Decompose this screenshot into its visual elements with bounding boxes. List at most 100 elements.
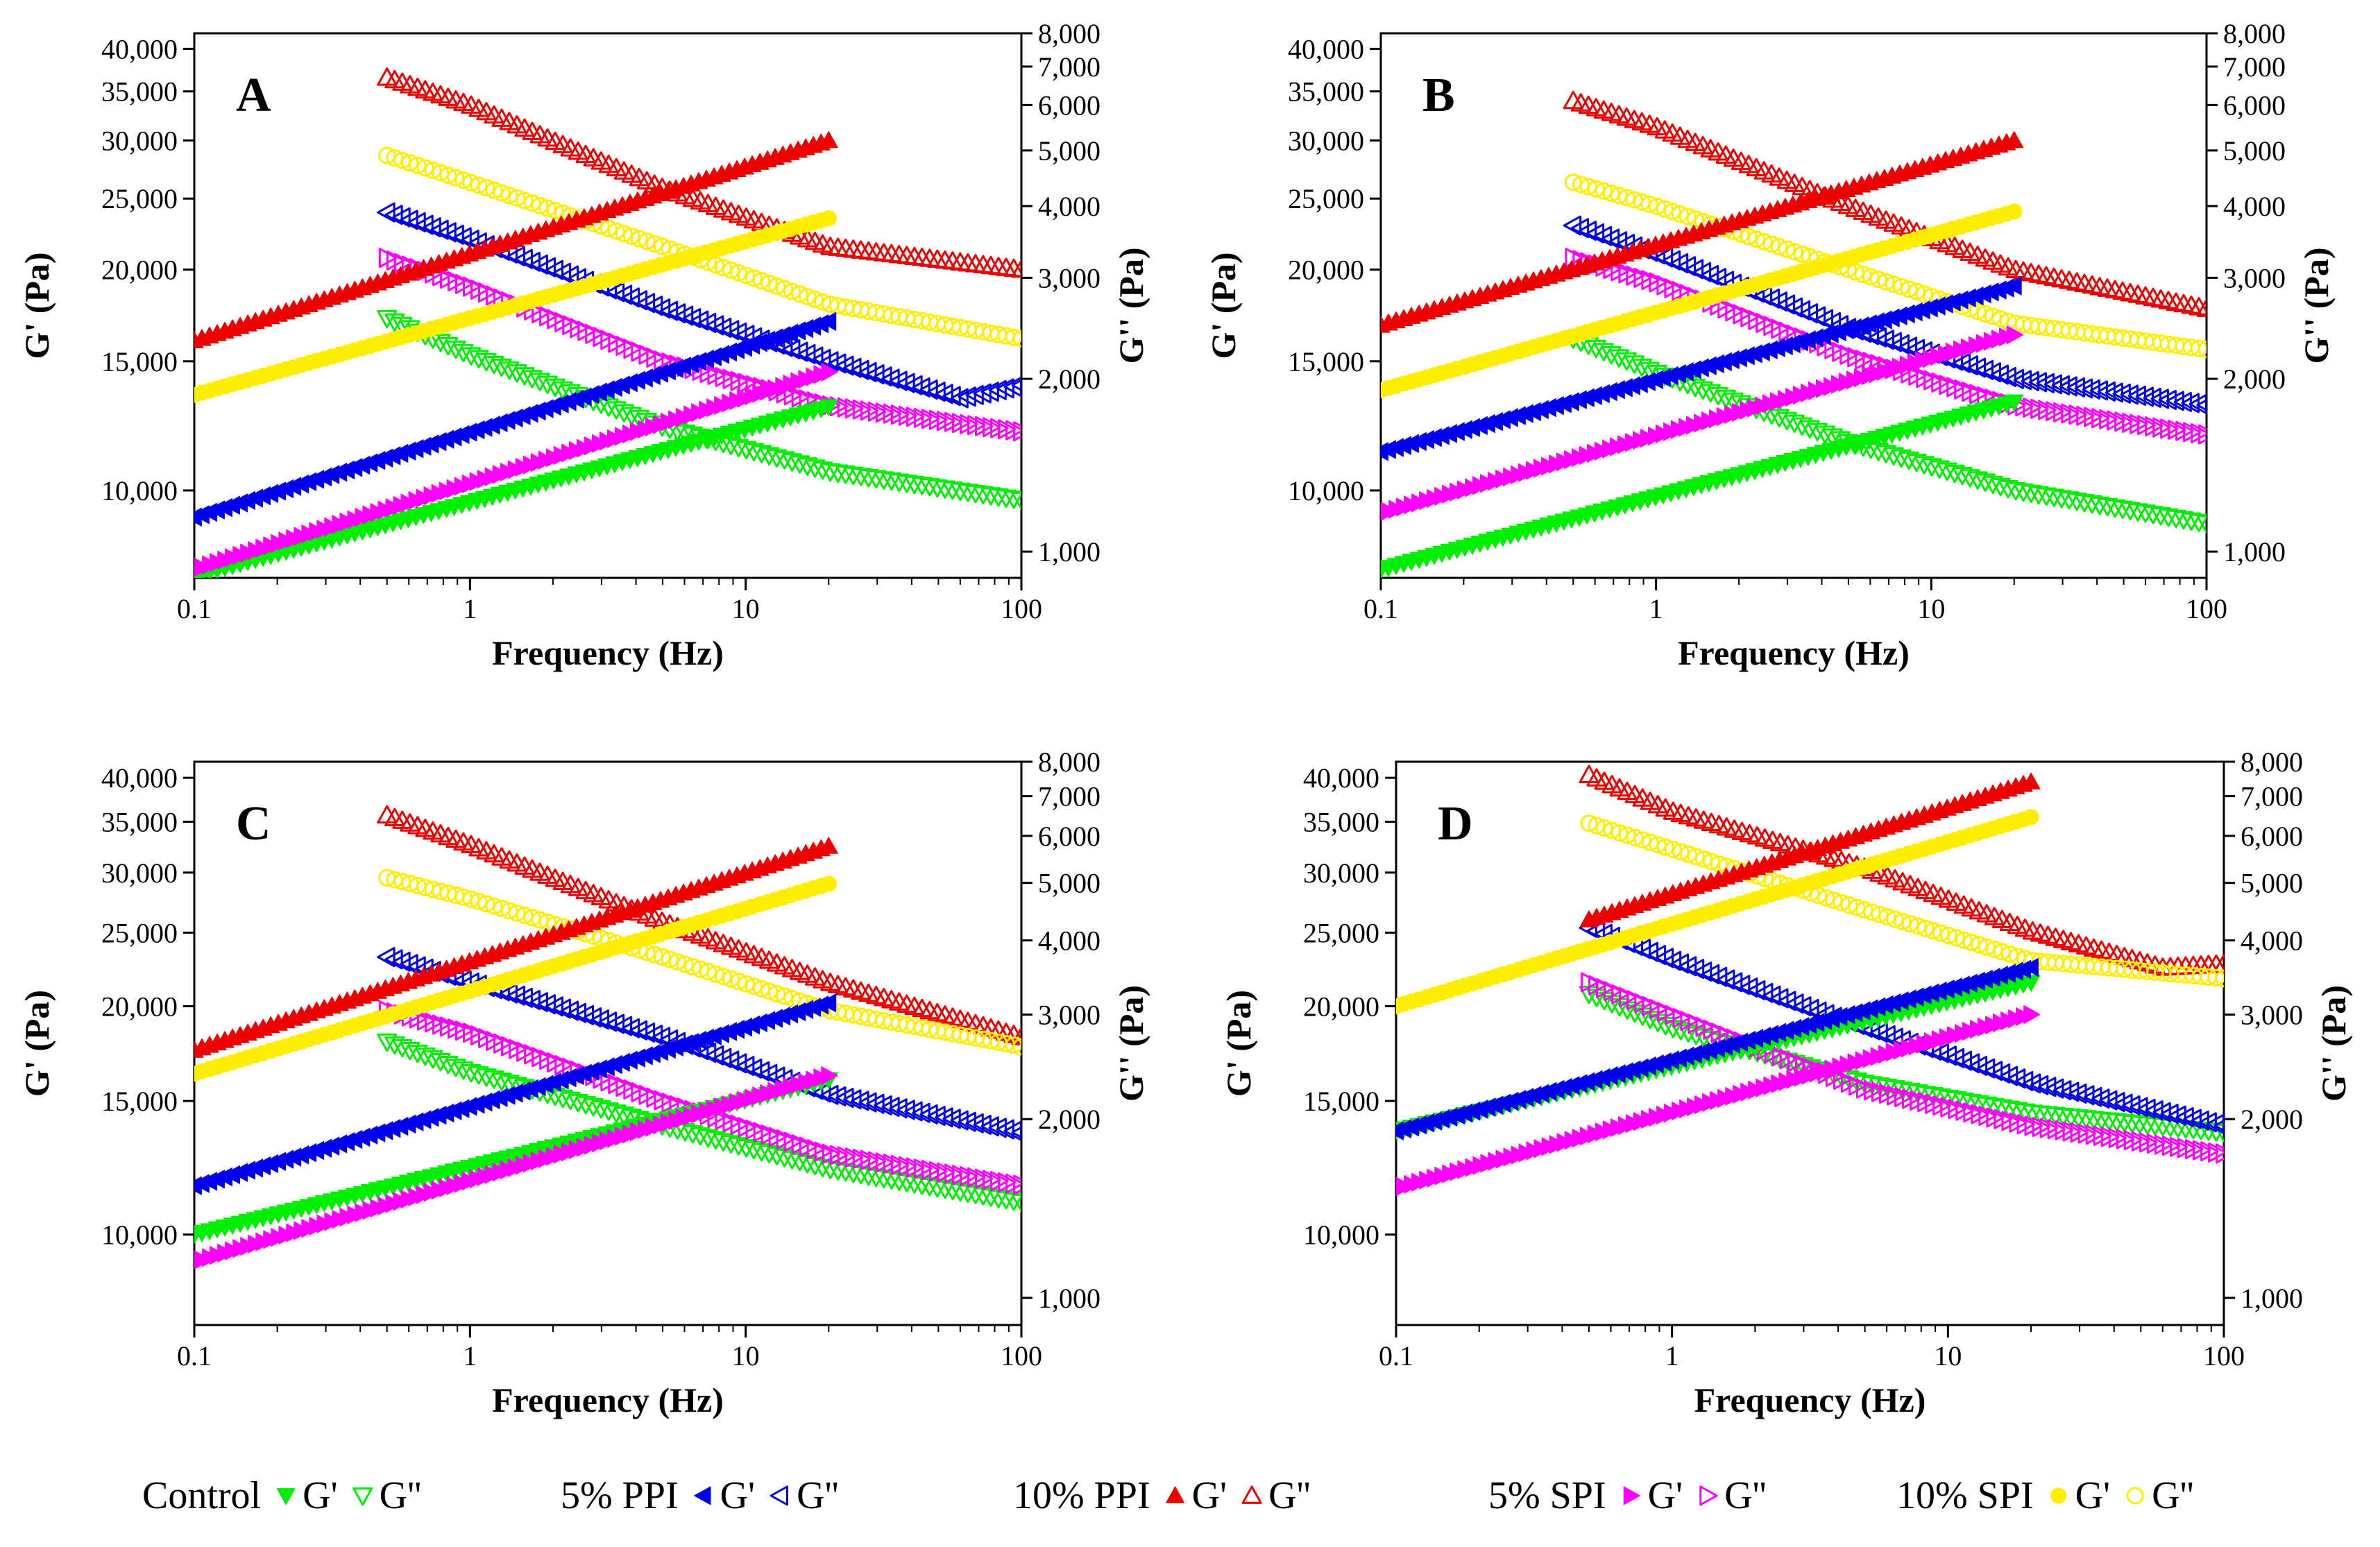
data-point: [1946, 1048, 1965, 1068]
data-point: [629, 409, 649, 429]
series-ppi5-g-double-prime: [377, 202, 1021, 409]
series-ppi5-g-prime: [194, 311, 837, 527]
data-point: [1563, 215, 1582, 236]
data-point: [2021, 975, 2041, 992]
data-point: [1976, 305, 1994, 323]
data-point: [652, 1027, 671, 1048]
data-point: [2013, 370, 2032, 391]
data-point: [927, 382, 946, 402]
data-point: [736, 1138, 756, 1158]
data-point: [516, 191, 534, 210]
data-point: [1740, 228, 1758, 246]
data-point: [1579, 178, 1597, 196]
y-right-tick-label: 3,000: [2223, 262, 2286, 293]
legend-series-name: 5% SPI: [1488, 1474, 1606, 1517]
data-point: [377, 947, 396, 968]
data-point: [606, 401, 627, 420]
series-ppi10-g-double-prime: [377, 805, 1021, 1045]
x-axis-title: Frequency (Hz): [1678, 633, 1910, 672]
data-point: [545, 1087, 566, 1106]
data-point: [1663, 203, 1681, 221]
data-point: [752, 272, 771, 290]
data-point: [1878, 908, 1896, 926]
data-point: [1961, 1053, 1980, 1074]
series-ppi10-g-double-prime: [1579, 764, 2224, 976]
data-point: [445, 340, 466, 359]
data-point: [529, 373, 550, 391]
data-point: [630, 230, 648, 248]
data-point: [973, 383, 992, 404]
data-point: [508, 189, 526, 207]
data-point: [1792, 417, 1812, 436]
data-point: [2213, 1119, 2224, 1132]
data-point: [799, 288, 817, 306]
data-point: [2181, 512, 2202, 531]
data-point: [843, 466, 864, 486]
y-right-tick-label: 3,000: [1038, 262, 1100, 293]
data-point: [889, 473, 910, 493]
data-point: [2059, 491, 2080, 510]
data-point: [1776, 294, 1796, 315]
data-point: [1656, 838, 1674, 856]
data-point: [828, 1086, 847, 1106]
y-left-tick-label: 15,000: [1288, 346, 1364, 377]
data-point: [1932, 924, 1950, 942]
y-left-tick-label: 30,000: [1303, 857, 1379, 889]
data-point: [1792, 300, 1811, 320]
data-point: [2074, 378, 2093, 399]
data-point: [743, 1140, 764, 1160]
data-point: [598, 398, 619, 417]
data-point: [1953, 1050, 1973, 1071]
data-point: [590, 1009, 610, 1030]
data-point: [697, 1129, 718, 1148]
data-point: [453, 970, 472, 991]
data-point: [484, 355, 504, 375]
data-point: [691, 960, 709, 978]
legend-item-ppi5: 5% PPI G' G'': [561, 1474, 839, 1517]
data-point: [912, 477, 933, 495]
data-point: [1962, 933, 1980, 952]
data-point: [1640, 195, 1658, 213]
data-point: [728, 438, 749, 458]
y-left-axis-title: G' (Pa): [1219, 990, 1258, 1097]
data-point: [1647, 945, 1667, 966]
data-point: [2107, 1092, 2125, 1113]
data-point: [538, 913, 556, 931]
data-point: [950, 482, 971, 502]
data-point: [2006, 325, 2024, 345]
data-point: [858, 1092, 877, 1113]
data-point: [407, 1044, 428, 1063]
data-point: [1702, 853, 1720, 871]
panel-label: B: [1422, 69, 1455, 122]
chart-panel-a: 0.1 1 10 100 10,000 15,000 20,000 25,000 30,000 3…: [17, 18, 1150, 672]
data-point: [729, 973, 747, 991]
legend-g-prime-label: G': [1648, 1474, 1683, 1517]
data-point: [1005, 1036, 1021, 1054]
series-spi10-g-prime: [1381, 203, 2023, 398]
data-point: [889, 1098, 908, 1119]
data-point: [1961, 1093, 1982, 1113]
data-point: [1883, 332, 1903, 352]
data-point: [1921, 458, 1942, 477]
data-point: [2036, 373, 2055, 393]
data-point: [430, 219, 449, 240]
data-point: [775, 280, 794, 298]
legend: Control G' G'' 5% PPI G' G'' 10% PPI G' G'' 5% SP…: [142, 1474, 2194, 1517]
data-point: [774, 336, 793, 357]
data-point: [1616, 352, 1637, 371]
data-point: [454, 171, 473, 189]
data-point: [2213, 954, 2224, 973]
data-point: [1860, 325, 1880, 345]
data-point: [2074, 494, 2095, 513]
data-point: [470, 176, 488, 194]
data-point: [613, 1106, 634, 1125]
data-point: [1869, 1023, 1888, 1043]
data-point: [699, 963, 717, 981]
y-right-tick-label: 7,000: [2241, 781, 2303, 812]
y-right-tick-label: 6,000: [2223, 89, 2286, 121]
legend-series-name: Control: [142, 1474, 261, 1517]
data-point: [1807, 306, 1826, 327]
data-point: [1011, 1193, 1021, 1213]
data-point: [874, 471, 894, 490]
x-tick-label: 0.1: [1379, 1340, 1413, 1371]
